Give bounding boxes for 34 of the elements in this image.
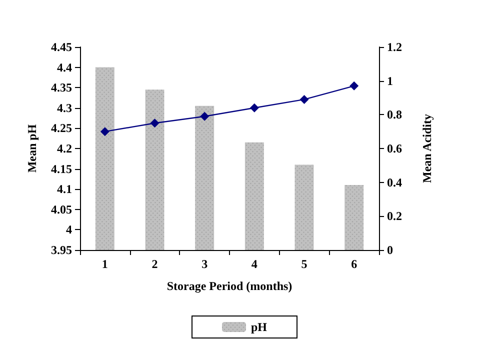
y2-tick-label: 1.2 xyxy=(387,40,402,54)
point xyxy=(300,94,309,104)
y-tick-label: 4.1 xyxy=(57,182,72,196)
y2-tick-label: 0.4 xyxy=(387,175,402,190)
y-tick-label: 4.4 xyxy=(57,60,72,74)
legend-label: pH xyxy=(250,320,268,334)
y2-tick-label: 0.6 xyxy=(387,142,402,156)
y2-tick-label: 0.2 xyxy=(387,209,402,224)
point xyxy=(100,127,110,136)
y-tick-label: 4.15 xyxy=(51,162,72,176)
x-tick-label: 4 xyxy=(251,257,258,271)
x-tick-label: 6 xyxy=(351,257,358,271)
x-axis-title: Storage Period (months) xyxy=(166,279,292,293)
y-tick-label: 3.95 xyxy=(51,243,72,257)
y2-axis-title: Mean Acidity xyxy=(420,114,434,183)
y2-tick-label: 0 xyxy=(387,243,393,257)
point xyxy=(200,112,210,121)
x-tick-label: 3 xyxy=(202,257,208,271)
y-tick-label: 4.25 xyxy=(51,121,72,136)
point xyxy=(350,81,359,90)
y2-tick-label: 1 xyxy=(387,74,393,88)
point xyxy=(150,118,160,128)
x-tick-label: 2 xyxy=(152,257,158,271)
y-tick-label: 4.05 xyxy=(51,202,72,216)
y2-tick-label: 0.8 xyxy=(387,108,402,122)
y-tick-label: 4.3 xyxy=(57,100,72,115)
y-axis-title: Mean pH xyxy=(25,124,39,173)
point xyxy=(250,103,259,112)
y-tick-label: 4.45 xyxy=(51,40,72,54)
y-tick-label: 4 xyxy=(66,222,72,237)
y-tick-label: 4.35 xyxy=(51,80,72,95)
y-tick-label: 4.2 xyxy=(57,142,72,156)
x-tick-label: 1 xyxy=(102,257,108,271)
x-tick-label: 5 xyxy=(301,257,308,271)
